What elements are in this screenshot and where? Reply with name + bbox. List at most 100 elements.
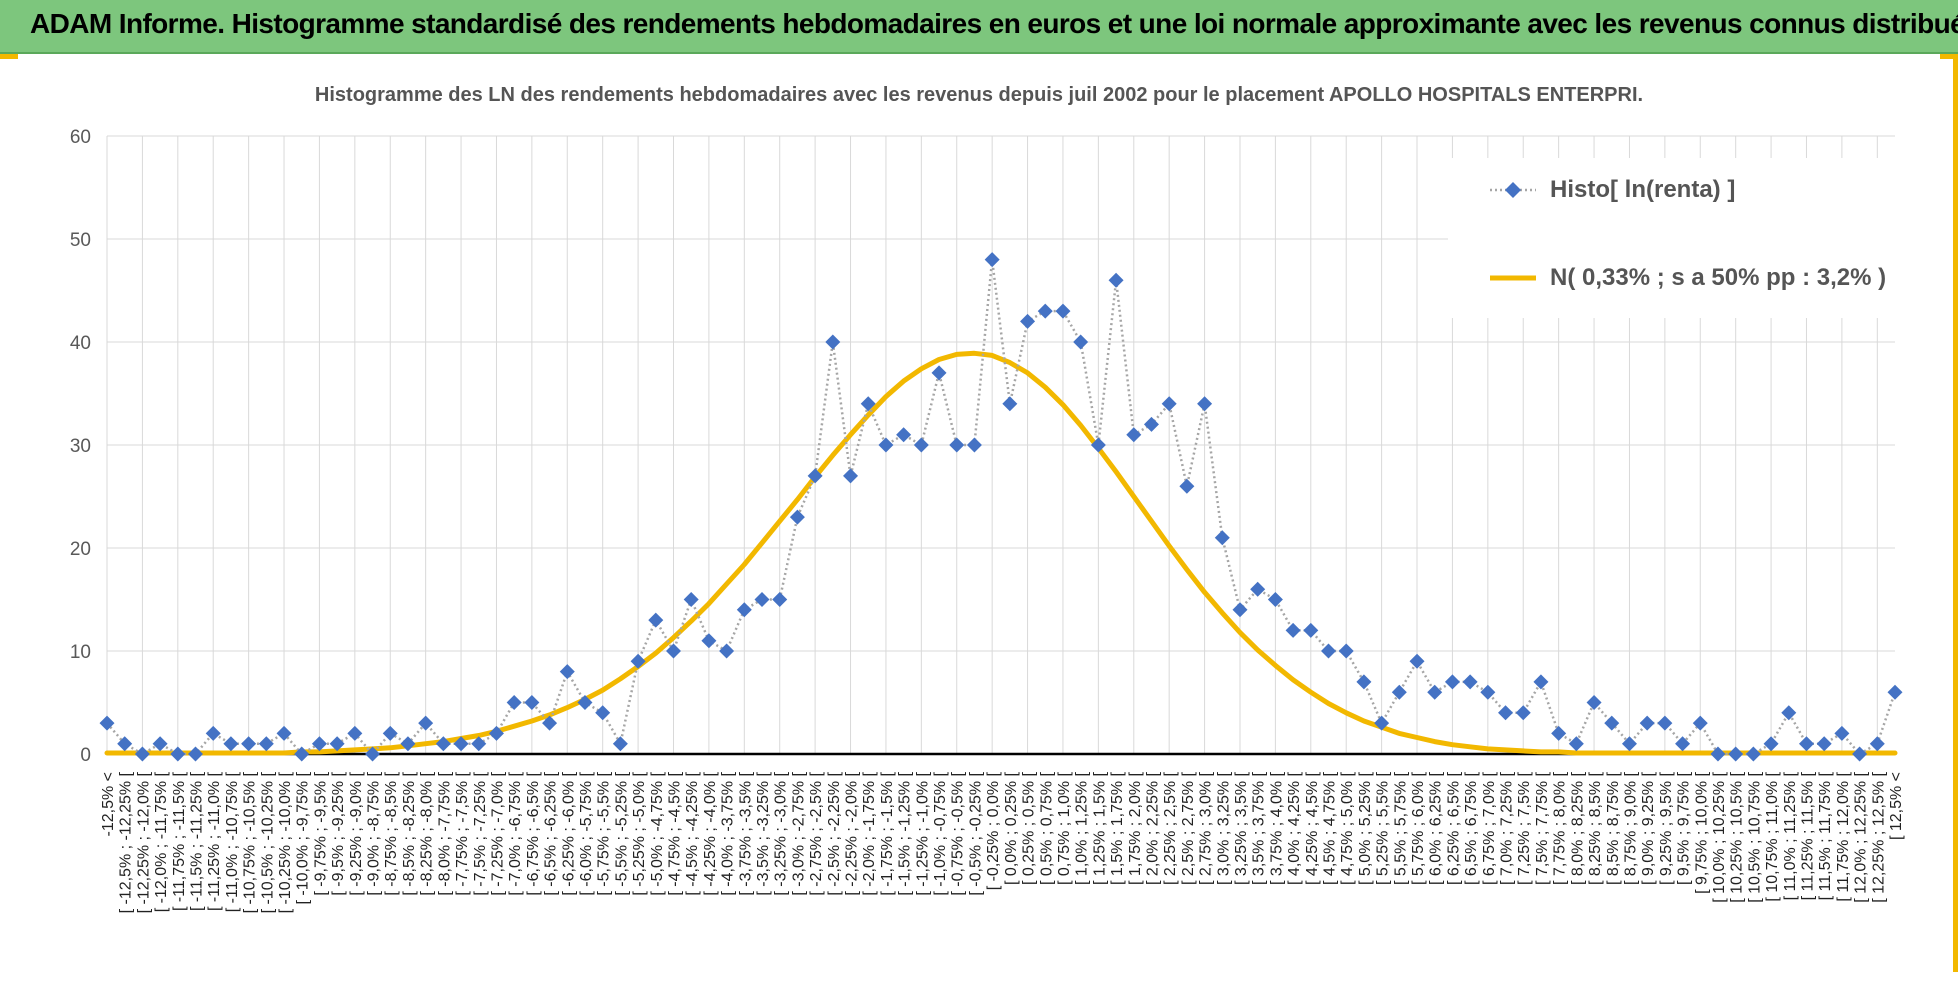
histogram-point [665,643,681,659]
x-tick-label: [ 5,0% ; 5,25% [ [1357,771,1374,885]
histogram-point [1798,736,1814,752]
y-tick-label: 60 [70,127,91,148]
histogram-point [789,509,805,525]
histogram-point [223,736,239,752]
histogram-point [648,612,664,628]
histogram-point [1852,746,1868,762]
legend-normal-swatch [1490,275,1536,281]
x-tick-label: [ 7,25% ; 7,5% [ [1516,771,1533,885]
x-tick-label: [ -4,75% ; -4,5% [ [666,771,683,895]
x-tick-label: [ 9,25% ; 9,5% [ [1658,771,1675,885]
histogram-point [1232,602,1248,618]
x-tick-label: [ -2,5% ; -2,25% [ [826,771,843,895]
histogram-point [1179,478,1195,494]
histogram-point [1214,530,1230,546]
x-tick-label: [ -0,5% ; -0,25% [ [967,771,984,895]
x-tick-label: [ -9,5% ; -9,25% [ [330,771,347,895]
histogram-point [1639,715,1655,731]
histogram-point [1391,684,1407,700]
x-tick-label: [ 8,75% ; 9,0% [ [1622,771,1639,885]
x-tick-label: [ -5,5% ; -5,25% [ [613,771,630,895]
legend-normal-label: N( 0,33% ; s a 50% pp : 3,2% ) [1550,264,1887,291]
histogram-point [542,715,558,731]
histogram-point [984,252,1000,268]
histogram-point [400,736,416,752]
x-tick-label: [ -10,5% ; -10,25% [ [259,771,276,913]
x-tick-label: [ -1,25% ; -1,0% [ [914,771,931,895]
histogram-point [382,725,398,741]
corner-accent-right-edge [1953,54,1958,984]
x-tick-label: [ 0,5% ; 0,75% [ [1038,771,1055,885]
x-tick-label: [ 6,75% ; 7,0% [ [1481,771,1498,885]
x-tick-label: [ -9,25% ; -9,0% [ [348,771,365,895]
x-tick-label: [ -9,0% ; -8,75% [ [366,771,383,895]
histogram-point [258,736,274,752]
x-tick-label: [ 10,0% ; 10,25% [ [1711,771,1728,902]
histogram-point [1763,736,1779,752]
x-tick-label: [ 3,5% ; 3,75% [ [1251,771,1268,885]
histogram-point [1462,674,1478,690]
y-tick-label: 0 [80,745,91,766]
x-tick-label: [ 9,75% ; 10,0% [ [1693,771,1710,893]
histogram-line [106,259,1897,756]
x-axis: -12,5% <[ -12,5% ; -12,25% [[ -12,25% ; … [100,752,1905,913]
histogram-point [1285,622,1301,638]
x-tick-label: [ 10,75% ; 11,0% [ [1764,771,1781,901]
x-tick-label: [ 12,25% ; 12,5% [ [1870,771,1887,902]
x-tick-label: [ -7,25% ; -7,0% [ [489,771,506,895]
x-tick-label: [ 10,5% ; 10,75% [ [1746,771,1763,902]
histogram-point [170,746,186,762]
x-tick-label: [ -8,5% ; -8,25% [ [401,771,418,895]
histogram-point [1568,736,1584,752]
histogram-point [754,592,770,607]
histogram-point [347,725,363,741]
histogram-point [1869,736,1885,752]
x-tick-label: [ 0,25% ; 0,5% [ [1021,771,1038,885]
x-tick-label: [ 0,75% ; 1,0% [ [1056,771,1073,885]
histogram-point [1657,715,1673,731]
x-tick-label: [ 7,75% ; 8,0% [ [1552,771,1569,885]
histogram-point [488,725,504,741]
histogram-point [1037,303,1053,319]
x-tick-label: [ 6,25% ; 6,5% [ [1445,771,1462,885]
x-tick-label: [ 11,25% ; 11,5% [ [1799,771,1816,900]
x-tick-label: [ -12,25% ; -12,0% [ [135,771,152,913]
x-tick-label: [ 11,75% ; 12,0% [ [1835,771,1852,901]
histogram-point [1374,715,1390,731]
y-tick-label: 20 [70,539,91,560]
x-tick-label: [ 1,0% ; 1,25% [ [1074,771,1091,885]
histogram-point [683,592,699,607]
histogram-point [276,725,292,741]
chart-legend: Histo[ ln(renta) ] N( 0,33% ; s a 50% pp… [1448,158,1898,318]
histogram-point [329,736,345,752]
histogram-point [1002,396,1018,412]
x-tick-label: [ 5,75% ; 6,0% [ [1410,771,1427,885]
histogram-point [860,396,876,412]
normal-curve-series [104,350,1898,756]
histogram-point [1887,684,1903,700]
histogram-point [205,725,221,741]
x-tick-label: [ 8,5% ; 8,75% [ [1605,771,1622,885]
x-tick-label: [ -5,25% ; -5,0% [ [631,771,648,895]
histogram-point [1834,725,1850,741]
grid-lines [106,135,1895,754]
x-tick-label: [ -3,5% ; -3,25% [ [755,771,772,895]
histogram-point [1675,736,1691,752]
histogram-point [966,437,982,453]
histogram-point [843,468,859,484]
x-tick-label: [ 2,5% ; 2,75% [ [1180,771,1197,885]
x-tick-label: [ -12,5% ; -12,25% [ [118,771,135,913]
histogram-point [1267,592,1283,607]
histogram-point [294,746,310,762]
x-tick-label: [ -6,5% ; -6,25% [ [543,771,560,895]
x-tick-label: [ 4,75% ; 5,0% [ [1339,771,1356,885]
histogram-point [1515,705,1531,721]
histogram-point [1126,427,1142,443]
histogram-point [134,746,150,762]
x-tick-label: [ 7,5% ; 7,75% [ [1534,771,1551,885]
histogram-point [1303,622,1319,638]
histogram-point [1020,313,1036,329]
x-tick-label: [ -8,25% ; -8,0% [ [419,771,436,895]
histogram-point [471,736,487,752]
